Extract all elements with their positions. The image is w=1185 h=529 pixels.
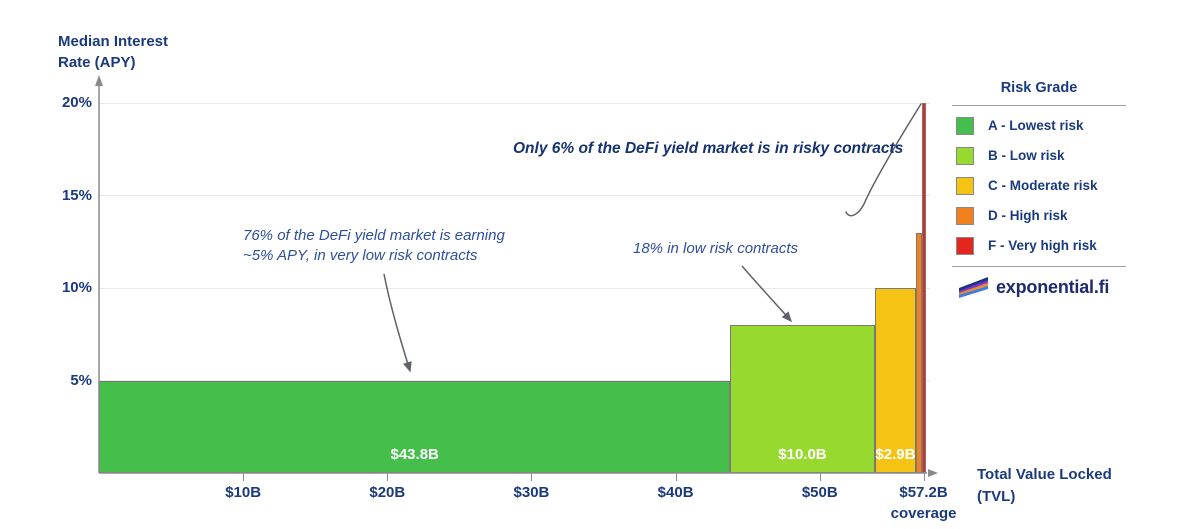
x-tick-label-$20B: $20B	[369, 484, 406, 501]
bar-value-label-C: $2.9B	[875, 446, 916, 463]
annotation-arrow-1	[383, 273, 412, 373]
x-tick-label-$30B: $30B	[513, 484, 550, 501]
legend-label-A: A - Lowest risk	[988, 118, 1084, 133]
x-axis-arrowhead-icon	[928, 469, 938, 477]
legend-row-A: A - Lowest risk	[952, 116, 1126, 135]
bar-grade-F	[922, 103, 927, 473]
legend-panel: Risk Grade A - Lowest risk B - Low risk C …	[952, 80, 1126, 298]
legend-swatch-D	[956, 206, 974, 225]
bar-grade-C	[874, 288, 917, 473]
legend-divider-top	[952, 105, 1126, 106]
y-axis-title-line1: Median Interest	[58, 33, 169, 50]
x-tick-mark-$40B	[675, 474, 677, 481]
bar-grade-B	[730, 325, 875, 473]
x-tick-label-$50B: $50B	[801, 484, 838, 501]
legend-row-D: D - High risk	[952, 206, 1126, 225]
bar-value-label-A: $43.8B	[390, 446, 439, 463]
annotation-2-line1: 18% in low risk contracts	[633, 240, 799, 257]
x-tick-sublabel-coverage: coverage	[890, 505, 957, 522]
annotation-curve-3	[845, 103, 922, 217]
x-tick-label-$57.2B: $57.2B	[899, 484, 948, 501]
annotation-arrow-2	[741, 265, 792, 323]
annotation-1-line1: 76% of the DeFi yield market is earning	[243, 227, 505, 244]
x-tick-label-$40B: $40B	[657, 484, 694, 501]
x-tick-mark-$10B	[243, 474, 245, 481]
annotation-1-line2: ~5% APY, in very low risk contracts	[243, 247, 478, 264]
y-axis-arrowhead-icon	[95, 75, 103, 86]
x-tick-mark-$30B	[531, 474, 533, 481]
x-tick-label-$10B: $10B	[225, 484, 262, 501]
y-tick-label-20%: 20%	[61, 94, 92, 111]
y-axis-title: Median Interest Rate (APY)	[58, 31, 168, 73]
legend-label-C: C - Moderate risk	[988, 178, 1098, 193]
y-tick-label-10%: 10%	[61, 279, 92, 296]
y-tick-label-15%: 15%	[61, 186, 92, 204]
x-tick-mark-$50B	[819, 474, 821, 481]
brand-row: exponential.fi	[958, 276, 1126, 298]
y-axis-title-line2: Rate (APY)	[58, 54, 136, 71]
annotation-risky-6pct: Only 6% of the DeFi yield market is in r…	[513, 139, 903, 159]
annotation-low-risk-76pct: 76% of the DeFi yield market is earning …	[243, 226, 505, 266]
legend-swatch-A	[956, 116, 974, 135]
x-tick-mark-$57.2B	[923, 474, 925, 481]
legend-label-F: F - Very high risk	[988, 238, 1097, 253]
x-tick-mark-$20B	[387, 474, 389, 481]
legend-row-B: B - Low risk	[952, 146, 1126, 165]
legend-swatch-C	[956, 176, 974, 195]
legend-row-F: F - Very high risk	[952, 236, 1126, 255]
x-axis-title: Total Value Locked (TVL)	[977, 464, 1112, 508]
legend-label-B: B - Low risk	[988, 148, 1065, 163]
x-axis-title-line2: (TVL)	[977, 488, 1016, 505]
bar-grade-A	[99, 380, 731, 473]
legend-title: Risk Grade	[1000, 80, 1078, 96]
brand-name: exponential.fi	[996, 276, 1110, 297]
legend-swatch-F	[956, 236, 974, 255]
y-tick-label-5%: 5%	[70, 371, 92, 389]
gridline-20%	[99, 102, 930, 104]
legend-label-D: D - High risk	[988, 208, 1068, 223]
annotation-low-risk-18pct: 18% in low risk contracts	[633, 239, 798, 259]
bar-value-label-B: $10.0B	[778, 446, 827, 463]
annotation-3-line1: Only 6% of the DeFi yield market is in r…	[513, 140, 904, 157]
x-axis-title-line1: Total Value Locked	[977, 466, 1112, 483]
legend-swatch-B	[956, 146, 974, 165]
legend-items: A - Lowest risk B - Low risk C - Moderate …	[952, 116, 1126, 255]
exponential-logo-icon	[959, 277, 988, 298]
legend-divider-bottom	[952, 266, 1126, 267]
legend-row-C: C - Moderate risk	[952, 176, 1126, 195]
gridline-10%	[99, 287, 930, 289]
gridline-15%	[99, 195, 930, 196]
